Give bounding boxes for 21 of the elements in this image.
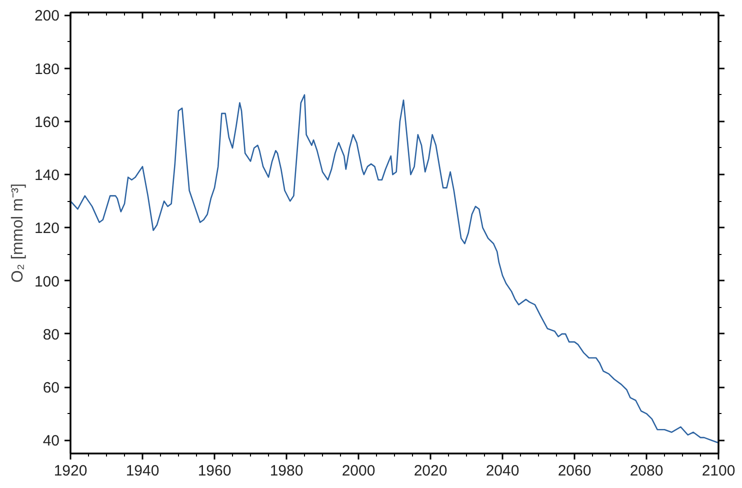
x-tick-label: 1960 <box>198 462 232 480</box>
x-tick-label: 2060 <box>558 462 592 480</box>
y-tick-label: 200 <box>34 8 60 25</box>
y-tick-label: 140 <box>34 167 60 184</box>
line-series <box>70 94 718 444</box>
y-tick-label: 80 <box>42 326 60 344</box>
y-tick-label: 160 <box>34 114 60 131</box>
x-tick-label: 1980 <box>270 462 304 480</box>
x-tick-label: 2000 <box>342 462 376 480</box>
y-tick-label: 100 <box>34 273 60 290</box>
x-tick-label: 2040 <box>486 462 520 480</box>
x-tick-label: 2020 <box>414 462 448 480</box>
y-tick-label: 180 <box>34 60 60 78</box>
y-tick-label: 60 <box>42 380 60 397</box>
y-axis-title: O₂ [mmol m⁻³] <box>9 183 26 283</box>
y-tick-label: 120 <box>34 220 60 238</box>
x-tick-label: 2100 <box>702 462 736 480</box>
x-tick-label: 1920 <box>54 462 88 480</box>
x-tick-label: 1940 <box>126 462 160 480</box>
y-tick-label: 40 <box>42 432 60 450</box>
x-tick-label: 2080 <box>630 462 664 480</box>
